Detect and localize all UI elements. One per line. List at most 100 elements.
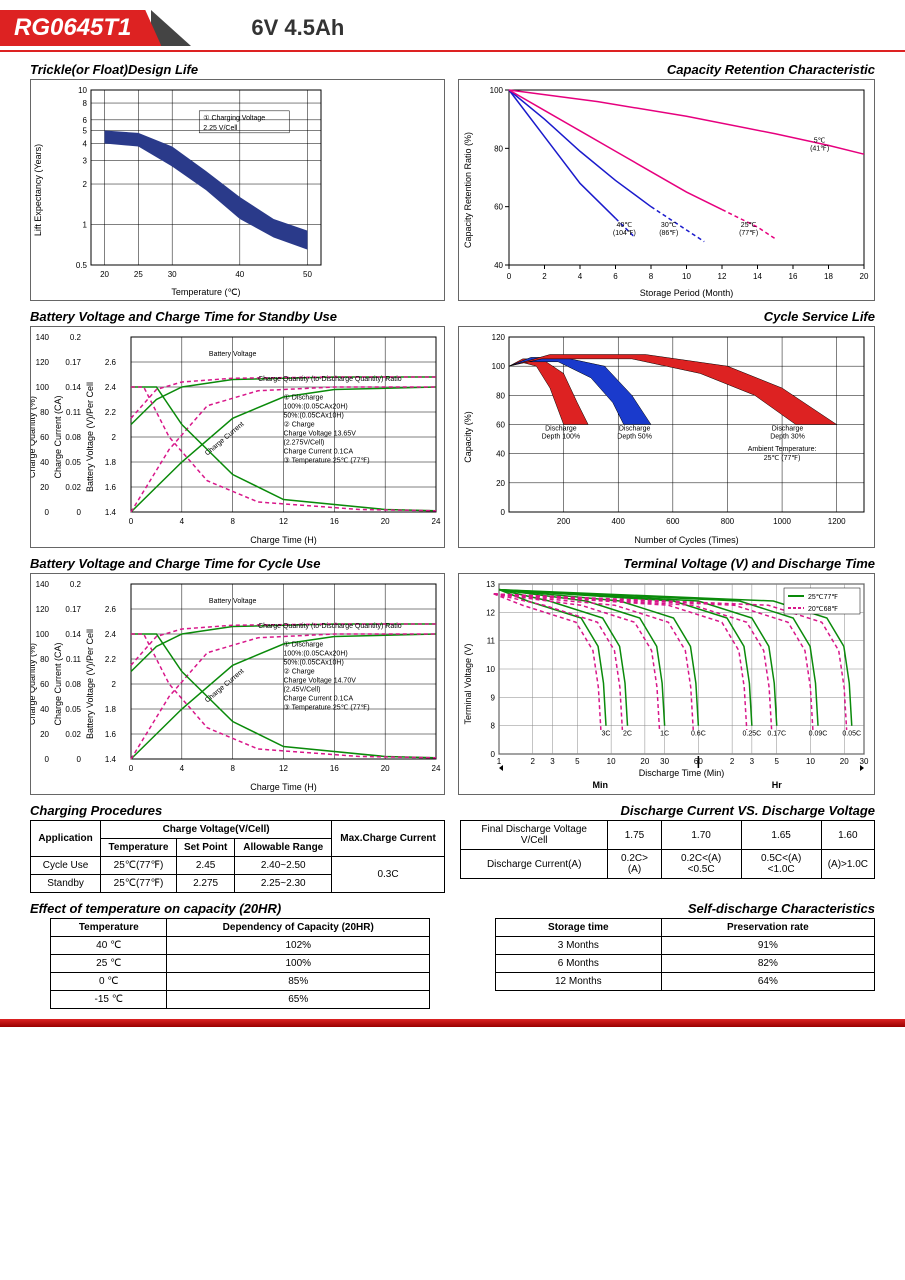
svg-text:1200: 1200: [828, 517, 846, 526]
cell: 0 ℃: [51, 973, 167, 991]
cycle-charge-chart: 04812162024001.4200.021.6400.051.8600.08…: [30, 573, 445, 795]
svg-text:0: 0: [77, 508, 82, 517]
svg-text:4: 4: [83, 140, 88, 149]
temp-effect-table: TemperatureDependency of Capacity (20HR)…: [50, 918, 430, 1009]
cell: 82%: [661, 955, 874, 973]
svg-text:Charge Time (H): Charge Time (H): [250, 782, 317, 792]
svg-text:40: 40: [40, 705, 49, 714]
svg-text:(41℉): (41℉): [810, 146, 829, 153]
cell: 2.40~2.50: [235, 857, 332, 875]
svg-text:5: 5: [83, 126, 88, 135]
svg-text:1.8: 1.8: [105, 705, 117, 714]
cell: 1.70: [661, 821, 741, 850]
th-allowable: Allowable Range: [235, 839, 332, 857]
th: Preservation rate: [661, 919, 874, 937]
svg-text:14: 14: [753, 272, 762, 281]
svg-text:8: 8: [649, 272, 654, 281]
svg-text:Ambient Temperature:: Ambient Temperature:: [748, 446, 817, 453]
cell: -15 ℃: [51, 991, 167, 1009]
svg-text:80: 80: [496, 391, 505, 400]
svg-text:30℃: 30℃: [661, 222, 677, 229]
svg-text:2.6: 2.6: [105, 358, 117, 367]
cell: Cycle Use: [31, 857, 101, 875]
svg-text:Charge Quantity (to-Discharge: Charge Quantity (to-Discharge Quantity) …: [258, 623, 402, 630]
trickle-chart: 0.51234568102025304050Lift Expectancy (Y…: [30, 79, 445, 301]
cell: 91%: [661, 937, 874, 955]
svg-text:2.2: 2.2: [105, 408, 117, 417]
retention-chart: 0246810121416182040608010040℃(104℉)30℃(8…: [458, 79, 875, 301]
svg-text:140: 140: [36, 580, 50, 589]
svg-text:16: 16: [330, 517, 339, 526]
svg-text:8: 8: [491, 722, 496, 731]
svg-text:0.02: 0.02: [65, 483, 81, 492]
svg-text:24: 24: [432, 517, 441, 526]
svg-text:① Discharge: ① Discharge: [284, 641, 324, 649]
svg-text:40℃: 40℃: [617, 222, 633, 229]
svg-text:80: 80: [40, 408, 49, 417]
svg-text:1.4: 1.4: [105, 755, 117, 764]
svg-text:100: 100: [492, 362, 506, 371]
svg-text:Capacity Retention Ratio (%): Capacity Retention Ratio (%): [463, 132, 473, 248]
svg-text:2.4: 2.4: [105, 383, 117, 392]
svg-text:10: 10: [607, 757, 616, 766]
svg-text:6: 6: [613, 272, 618, 281]
cell: 100%: [167, 955, 430, 973]
svg-text:2.25 V/Cell: 2.25 V/Cell: [203, 125, 238, 132]
svg-text:30: 30: [860, 757, 869, 766]
svg-text:80: 80: [40, 655, 49, 664]
svg-text:50: 50: [303, 270, 312, 279]
svg-text:0: 0: [491, 750, 496, 759]
svg-text:Depth 50%: Depth 50%: [617, 433, 652, 440]
cell: 3 Months: [496, 937, 662, 955]
svg-text:50%:(0.05CAx10H): 50%:(0.05CAx10H): [284, 660, 344, 667]
standby-chart: 04812162024001.4200.021.6400.051.8600.08…: [30, 326, 445, 548]
svg-text:(77℉): (77℉): [739, 230, 758, 237]
svg-text:② Charge: ② Charge: [284, 668, 315, 676]
cell: 1.60: [821, 821, 874, 850]
self-discharge-table: Storage timePreservation rate 3 Months91…: [495, 918, 875, 991]
svg-text:Charge Current 0.1CA: Charge Current 0.1CA: [284, 449, 354, 456]
cell: 102%: [167, 937, 430, 955]
svg-text:0: 0: [129, 517, 134, 526]
svg-text:40: 40: [494, 261, 503, 270]
svg-text:Depth 30%: Depth 30%: [770, 433, 805, 440]
cell: 2.45: [176, 857, 235, 875]
svg-text:200: 200: [557, 517, 571, 526]
svg-text:25: 25: [134, 270, 143, 279]
svg-text:100: 100: [36, 383, 50, 392]
footer-bar: [0, 1019, 905, 1027]
svg-text:③ Temperature 25℃ (77℉): ③ Temperature 25℃ (77℉): [284, 704, 370, 712]
svg-text:Number of Cycles (Times): Number of Cycles (Times): [634, 535, 738, 545]
svg-text:1: 1: [497, 757, 502, 766]
svg-text:(2.275V/Cell): (2.275V/Cell): [284, 440, 325, 447]
svg-text:60: 60: [494, 203, 503, 212]
svg-text:Discharge: Discharge: [545, 425, 577, 432]
svg-text:100: 100: [36, 630, 50, 639]
svg-text:0.2: 0.2: [70, 333, 82, 342]
svg-text:Charge Time (H): Charge Time (H): [250, 535, 317, 545]
svg-text:Battery Voltage (V)/Per Cell: Battery Voltage (V)/Per Cell: [85, 629, 95, 739]
svg-text:0.25C: 0.25C: [743, 731, 762, 738]
svg-text:20: 20: [381, 517, 390, 526]
svg-text:25℃ (77℉): 25℃ (77℉): [764, 455, 801, 462]
svg-text:0: 0: [507, 272, 512, 281]
svg-text:600: 600: [666, 517, 680, 526]
svg-text:50%:(0.05CAx10H): 50%:(0.05CAx10H): [284, 413, 344, 420]
svg-text:Charge Quantity (to-Discharge: Charge Quantity (to-Discharge Quantity) …: [258, 376, 402, 383]
svg-text:20: 20: [840, 757, 849, 766]
svg-text:0.02: 0.02: [65, 730, 81, 739]
svg-text:0.2: 0.2: [70, 580, 82, 589]
svg-text:Temperature (℃): Temperature (℃): [171, 287, 240, 297]
th-fdv: Final Discharge Voltage V/Cell: [461, 821, 608, 850]
th-dc: Discharge Current(A): [461, 850, 608, 879]
discharge-vs-title: Discharge Current VS. Discharge Voltage: [620, 803, 875, 818]
svg-text:Charge Current: Charge Current: [204, 421, 245, 457]
svg-text:① Discharge: ① Discharge: [284, 394, 324, 402]
svg-text:1: 1: [83, 221, 88, 230]
svg-text:Discharge: Discharge: [772, 425, 804, 432]
cell: 25℃(77℉): [101, 857, 177, 875]
svg-text:30: 30: [168, 270, 177, 279]
svg-text:2: 2: [112, 433, 117, 442]
svg-text:40: 40: [40, 458, 49, 467]
svg-text:60: 60: [40, 433, 49, 442]
